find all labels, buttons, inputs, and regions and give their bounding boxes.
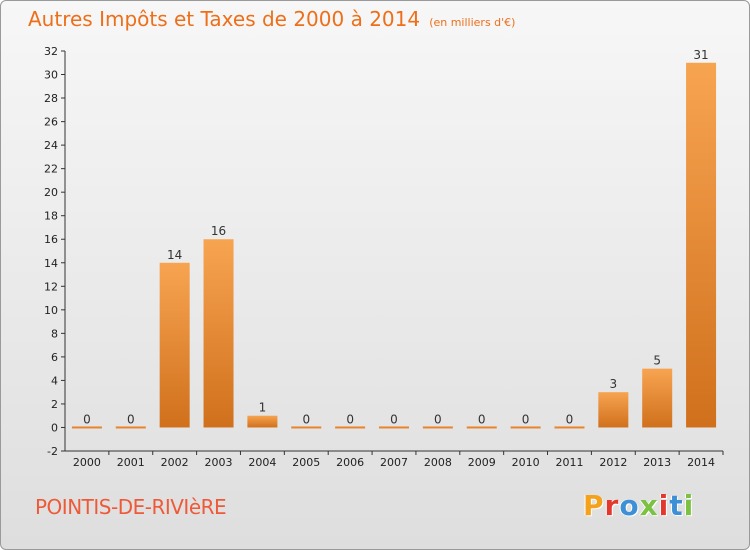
bar-2013 [642, 368, 673, 428]
x-tick-label: 2012 [599, 456, 627, 469]
data-labels-group: 0 0 14 16 1 0 0 0 0 0 0 0 3 5 31 [83, 48, 709, 427]
y-tick-label: 12 [44, 280, 58, 293]
bar-2003 [203, 239, 234, 428]
bar-2005 [291, 426, 322, 429]
x-tick-label: 2011 [555, 456, 583, 469]
logo-letter: t [669, 489, 684, 522]
bars-group [71, 62, 717, 429]
data-label-2006: 0 [346, 412, 354, 426]
x-tick-label: 2004 [248, 456, 276, 469]
town-name: POINTIS-DE-RIVIèRE [35, 495, 227, 519]
x-tick-label: 2003 [205, 456, 233, 469]
data-label-2003: 16 [211, 224, 226, 238]
proxiti-logo[interactable]: Proxiti [583, 489, 694, 522]
y-tick-label: 22 [44, 163, 58, 176]
y-tick-label: 2 [51, 398, 58, 411]
bar-2006 [335, 426, 366, 429]
x-tick-label: 2014 [687, 456, 715, 469]
bar-2008 [422, 426, 453, 429]
y-tick-label: 10 [44, 304, 58, 317]
x-tick-label: 2006 [336, 456, 364, 469]
bar-2001 [115, 426, 146, 429]
bar-2011 [554, 426, 585, 429]
bar-2000 [71, 426, 102, 429]
logo-letter: r [604, 489, 620, 522]
bar-2004 [247, 415, 278, 428]
y-tick-label: 32 [44, 45, 58, 58]
data-label-2008: 0 [434, 412, 442, 426]
y-tick-label: 30 [44, 69, 58, 82]
y-tick-label: 4 [51, 374, 58, 387]
y-tick-label: 20 [44, 186, 58, 199]
chart-title-main: Autres Impôts et Taxes de 2000 à 2014 [28, 7, 421, 31]
y-tick-label: 6 [51, 351, 58, 364]
logo-letter: P [583, 489, 605, 522]
data-label-2004: 1 [259, 401, 267, 415]
y-tick-label: 24 [44, 139, 58, 152]
data-label-2007: 0 [390, 412, 398, 426]
data-label-2013: 5 [653, 354, 661, 368]
data-label-2000: 0 [83, 412, 91, 426]
y-tick-label: 14 [44, 257, 58, 270]
chart-title: Autres Impôts et Taxes de 2000 à 2014 (e… [28, 7, 515, 31]
bar-2002 [159, 262, 190, 428]
data-label-2001: 0 [127, 412, 135, 426]
data-label-2010: 0 [522, 412, 530, 426]
logo-letter: i [658, 489, 670, 522]
data-label-2011: 0 [566, 412, 574, 426]
x-tick-label: 2002 [161, 456, 189, 469]
bar-2014 [686, 62, 717, 428]
y-tick-label: 28 [44, 92, 58, 105]
x-tick-label: 2009 [468, 456, 496, 469]
x-tick-label: 2005 [292, 456, 320, 469]
bar-2010 [510, 426, 541, 429]
x-tick-label: 2007 [380, 456, 408, 469]
data-label-2005: 0 [302, 412, 310, 426]
y-tick-label: 16 [44, 233, 58, 246]
y-tick-label: -2 [47, 445, 58, 458]
logo-letter: i [683, 489, 695, 522]
logo-letter: x [639, 489, 659, 522]
bar-2012 [598, 392, 629, 428]
y-tick-label: 8 [51, 327, 58, 340]
x-tick-label: 2008 [424, 456, 452, 469]
data-label-2009: 0 [478, 412, 486, 426]
data-label-2012: 3 [610, 377, 618, 391]
y-tick-label: 0 [51, 421, 58, 434]
x-tick-label: 2001 [117, 456, 145, 469]
chart-title-unit: (en milliers d'€) [429, 16, 516, 29]
x-tick-label: 2013 [643, 456, 671, 469]
data-label-2002: 14 [167, 248, 182, 262]
x-tick-label: 2010 [512, 456, 540, 469]
x-tick-label: 2000 [73, 456, 101, 469]
logo-letter: o [619, 489, 640, 522]
data-label-2014: 31 [693, 48, 708, 62]
bar-2007 [379, 426, 409, 429]
y-tick-label: 18 [44, 210, 58, 223]
bar-2009 [466, 426, 497, 429]
y-tick-label: 26 [44, 116, 58, 129]
